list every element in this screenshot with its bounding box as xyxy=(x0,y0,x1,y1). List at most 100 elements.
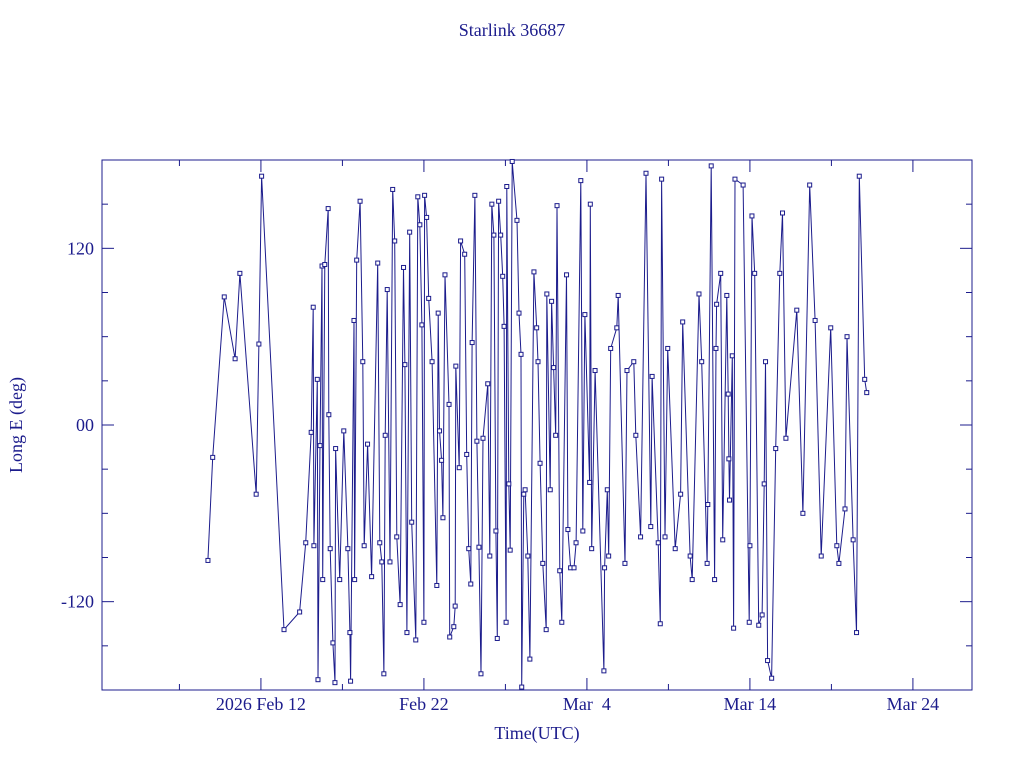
data-point xyxy=(417,222,423,228)
data-point xyxy=(547,487,553,493)
data-point xyxy=(402,362,408,368)
data-point xyxy=(631,359,637,365)
data-point xyxy=(725,391,731,397)
data-point xyxy=(687,553,693,559)
data-point xyxy=(763,359,769,365)
data-point xyxy=(769,675,775,681)
data-point xyxy=(308,429,314,435)
data-point xyxy=(553,432,559,438)
data-point xyxy=(330,640,336,646)
data-point xyxy=(507,547,513,553)
data-point xyxy=(451,624,457,630)
y-tick-label: -120 xyxy=(61,592,94,612)
data-point xyxy=(456,465,462,471)
data-point xyxy=(384,287,390,293)
data-point xyxy=(521,491,527,497)
data-point xyxy=(401,264,407,270)
data-point xyxy=(549,298,555,304)
data-point xyxy=(382,432,388,438)
data-point xyxy=(348,678,354,684)
x-tick-label: 2026 Feb 12 xyxy=(216,694,306,714)
data-point xyxy=(232,356,238,362)
data-point xyxy=(392,238,398,244)
data-point xyxy=(773,446,779,452)
data-point xyxy=(462,251,468,257)
data-point xyxy=(476,544,482,550)
data-point xyxy=(478,671,484,677)
y-tick-label: 00 xyxy=(76,415,94,435)
data-point xyxy=(726,456,732,462)
data-point xyxy=(602,565,608,571)
data-point xyxy=(559,619,565,625)
data-point xyxy=(747,543,753,549)
data-point xyxy=(699,359,705,365)
data-point xyxy=(439,457,445,463)
data-point xyxy=(633,432,639,438)
data-point xyxy=(341,428,347,434)
data-point xyxy=(314,376,320,382)
data-point xyxy=(494,635,500,641)
data-point xyxy=(351,317,357,323)
data-point xyxy=(756,622,762,628)
data-point xyxy=(752,270,758,276)
data-point xyxy=(485,381,491,387)
x-tick-label: Mar 4 xyxy=(563,694,611,714)
data-point xyxy=(712,577,718,583)
data-point xyxy=(281,627,287,633)
chart-title: Starlink 36687 xyxy=(459,20,566,40)
data-point xyxy=(557,568,563,574)
data-point xyxy=(740,182,746,188)
data-point xyxy=(489,201,495,207)
data-point xyxy=(474,438,480,444)
data-point xyxy=(718,270,724,276)
data-point xyxy=(426,295,432,301)
data-point xyxy=(369,574,375,580)
data-point xyxy=(354,257,360,263)
data-point xyxy=(665,345,671,351)
data-point xyxy=(689,577,695,583)
data-point xyxy=(615,292,621,298)
data-point xyxy=(842,506,848,512)
data-point xyxy=(589,546,595,552)
data-point xyxy=(315,677,321,683)
data-point xyxy=(409,519,415,525)
data-point xyxy=(390,186,396,192)
data-point xyxy=(509,158,515,164)
data-point xyxy=(643,170,649,176)
data-point xyxy=(746,619,752,625)
data-point xyxy=(419,322,425,328)
data-point xyxy=(544,291,550,297)
data-point xyxy=(783,435,789,441)
data-point xyxy=(856,173,862,179)
data-point xyxy=(759,612,765,618)
data-point xyxy=(421,619,427,625)
data-point xyxy=(638,534,644,540)
data-point xyxy=(780,210,786,216)
data-point xyxy=(326,412,332,418)
data-point xyxy=(514,217,520,223)
data-point xyxy=(537,460,543,466)
data-point xyxy=(516,310,522,316)
data-point xyxy=(704,560,710,566)
data-point xyxy=(794,307,800,313)
data-point xyxy=(657,621,663,627)
data-point xyxy=(608,345,614,351)
data-point xyxy=(440,515,446,521)
data-point xyxy=(662,534,668,540)
data-point xyxy=(381,671,387,677)
data-point xyxy=(518,351,524,357)
data-point xyxy=(503,619,509,625)
data-point xyxy=(818,553,824,559)
data-point xyxy=(332,680,338,686)
x-tick-label: Mar 24 xyxy=(887,694,940,714)
data-point xyxy=(468,581,474,587)
data-point xyxy=(531,269,537,275)
data-point xyxy=(587,479,593,485)
data-point xyxy=(506,481,512,487)
data-point xyxy=(540,560,546,566)
data-point xyxy=(317,443,323,449)
data-point xyxy=(680,319,686,325)
data-point xyxy=(504,184,510,189)
data-point xyxy=(535,359,541,365)
data-point xyxy=(320,577,326,583)
